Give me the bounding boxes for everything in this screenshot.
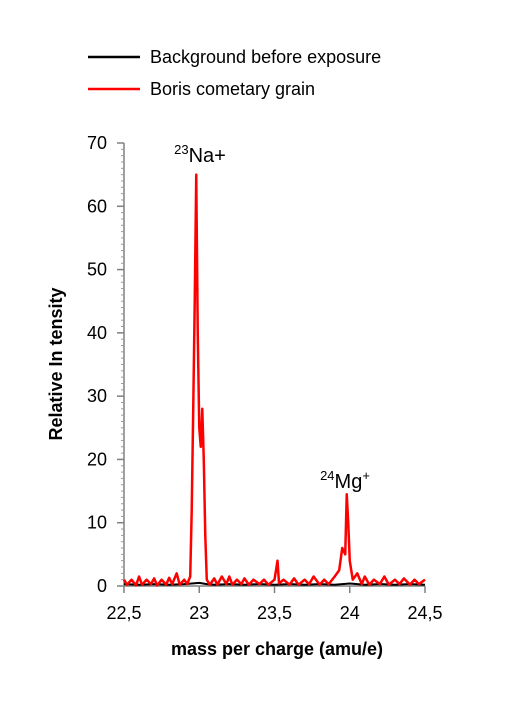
legend-label-background: Background before exposure [150,47,381,67]
annotation-na-text: Na+ [189,145,226,167]
y-tick-labels: 0 10 20 30 40 50 60 70 [87,133,107,596]
y-major-ticks [117,142,124,587]
x-tick-label: 23 [189,603,209,623]
x-tick-label: 23,5 [257,603,292,623]
y-tick-label: 10 [87,513,107,533]
y-tick-label: 0 [97,576,107,596]
series-line-grain [122,173,426,587]
y-axis-title: Relative In tensity [46,287,66,440]
annotation-mg-sup: 24 [320,468,334,483]
annotation-mg-sup-after: + [362,468,370,483]
y-tick-label: 40 [87,323,107,343]
x-tick-label: 24,5 [407,603,442,623]
annotation-na: 23Na+ [174,142,226,167]
legend-label-grain: Boris cometary grain [150,79,315,99]
y-tick-label: 70 [87,133,107,153]
series-group [122,173,426,587]
x-axis-title: mass per charge (amu/e) [171,639,383,659]
annotation-na-sup: 23 [174,142,188,157]
y-tick-label: 30 [87,386,107,406]
annotation-mg: 24Mg+ [320,468,370,493]
x-tick-label: 22,5 [106,603,141,623]
y-tick-label: 50 [87,260,107,280]
legend: Background before exposure Boris cometar… [88,47,381,99]
x-tick-labels: 22,5 23 23,5 24 24,5 [106,603,442,623]
y-tick-label: 20 [87,449,107,469]
axes [117,142,426,593]
y-tick-label: 60 [87,196,107,216]
annotation-mg-text: Mg [335,471,363,493]
x-tick-label: 24 [340,603,360,623]
x-major-ticks [123,586,426,593]
